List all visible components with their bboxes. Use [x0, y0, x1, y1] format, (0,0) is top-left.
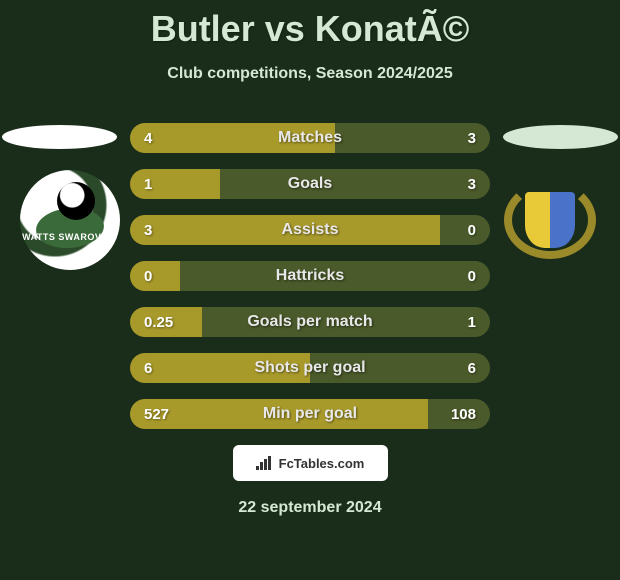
stat-bar-left: 1	[130, 169, 220, 199]
stat-row: 527108Min per goal	[130, 399, 490, 429]
crest-shield-icon	[525, 192, 575, 248]
stat-bar-left: 4	[130, 123, 335, 153]
stat-bar-right: 108	[428, 399, 490, 429]
stat-row: 66Shots per goal	[130, 353, 490, 383]
stat-bar-left: 6	[130, 353, 310, 383]
date-text: 22 september 2024	[0, 499, 620, 517]
branding-badge: FcTables.com	[233, 445, 388, 481]
stat-bar-right: 3	[335, 123, 490, 153]
player-left-ellipse	[2, 125, 117, 149]
stat-row: 30Assists	[130, 215, 490, 245]
crest-left-text: WATTS SWAROVSKI	[22, 232, 118, 242]
stat-bar-right: 0	[180, 261, 490, 291]
stats-container: 43Matches 13Goals 30Assists 00Hattricks 0.25…	[130, 123, 490, 429]
team-crest-right	[500, 170, 600, 270]
stat-bar-left: 0	[130, 261, 180, 291]
stat-row: 43Matches	[130, 123, 490, 153]
stat-bar-left: 527	[130, 399, 428, 429]
stat-bar-right: 6	[310, 353, 490, 383]
player-right-ellipse	[503, 125, 618, 149]
bars-icon	[256, 456, 274, 470]
stat-bar-right: 3	[220, 169, 490, 199]
stat-row: 00Hattricks	[130, 261, 490, 291]
stat-bar-left: 3	[130, 215, 440, 245]
crest-ball-icon	[57, 182, 95, 220]
subtitle: Club competitions, Season 2024/2025	[0, 65, 620, 83]
team-crest-left: WATTS SWAROVSKI	[20, 170, 120, 270]
page-title: Butler vs KonatÃ©	[0, 0, 620, 50]
stat-bar-right: 0	[440, 215, 490, 245]
stat-row: 0.251Goals per match	[130, 307, 490, 337]
stat-bar-left: 0.25	[130, 307, 202, 337]
branding-text: FcTables.com	[279, 456, 365, 471]
stat-bar-right: 1	[202, 307, 490, 337]
stat-row: 13Goals	[130, 169, 490, 199]
